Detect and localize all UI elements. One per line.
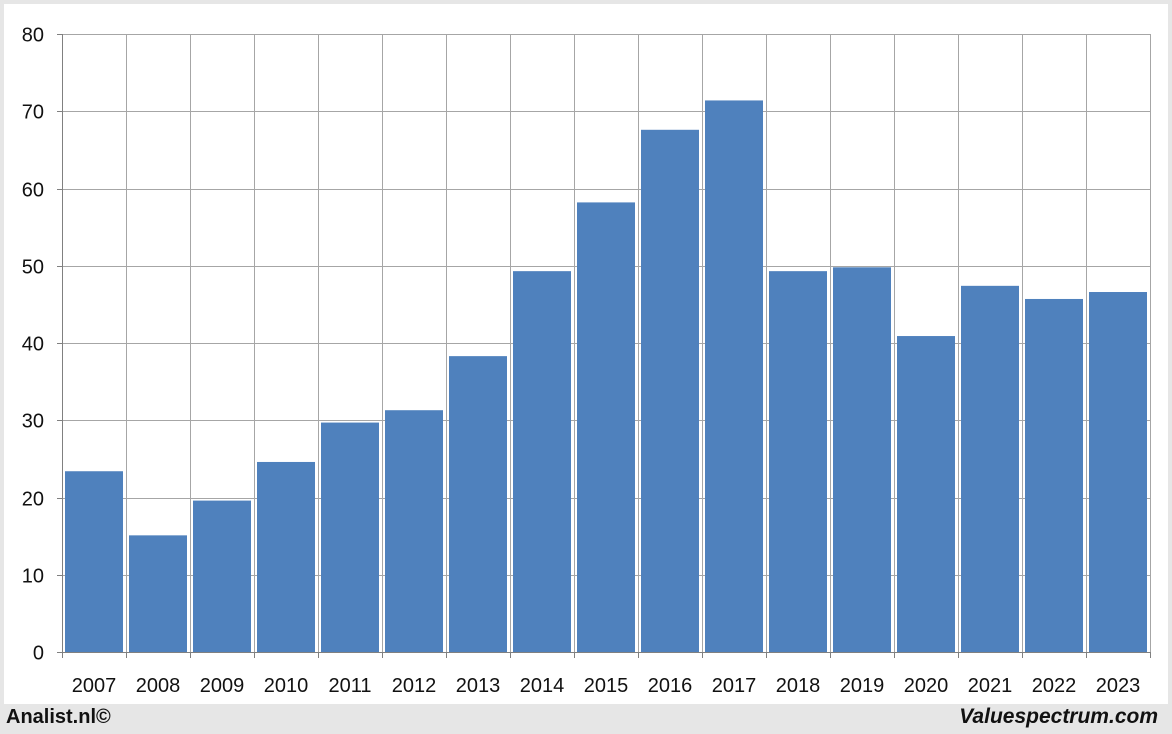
bar-2013 [449, 356, 507, 652]
x-tick-label: 2008 [136, 675, 181, 697]
bar-2023 [1089, 292, 1147, 652]
bar-2014 [513, 271, 571, 652]
x-tick-label: 2019 [840, 675, 885, 697]
bar-2021 [961, 285, 1019, 652]
x-tick-label: 2011 [328, 675, 371, 697]
bar-2010 [257, 461, 315, 652]
bar-2008 [129, 535, 187, 652]
x-tick-label: 2013 [456, 675, 501, 697]
bar-2011 [321, 422, 379, 652]
x-tick-label: 2018 [776, 675, 821, 697]
y-tick-label: 30 [22, 411, 44, 433]
y-tick-label: 40 [22, 334, 44, 356]
y-tick-label: 10 [22, 566, 44, 588]
bar-2007 [65, 471, 123, 652]
x-tick-label: 2020 [904, 675, 949, 697]
x-tick-label: 2010 [264, 675, 309, 697]
x-tick-label: 2015 [584, 675, 629, 697]
bar-2015 [577, 202, 635, 652]
x-tick-label: 2012 [392, 675, 437, 697]
y-tick-label: 50 [22, 257, 44, 279]
x-tick-label: 2009 [200, 675, 245, 697]
y-tick-labels: 0 10 20 30 40 50 60 70 80 [22, 25, 44, 665]
bar-2009 [193, 500, 251, 652]
x-tick-label: 2023 [1096, 675, 1141, 697]
bar-2020 [897, 336, 955, 652]
bar-2012 [385, 410, 443, 652]
y-tick-label: 20 [22, 489, 44, 511]
x-tick-label: 2007 [72, 675, 117, 697]
y-tick-label: 60 [22, 180, 44, 202]
bar-2018 [769, 271, 827, 652]
x-tick-label: 2017 [712, 675, 757, 697]
x-tick-label: 2014 [520, 675, 565, 697]
x-tick-labels: 2007 2008 2009 2010 2011 2012 2013 2014 2015 2016… [72, 675, 1141, 697]
y-tick-label: 70 [22, 102, 44, 124]
x-tick-label: 2016 [648, 675, 693, 697]
site-credit: Valuespectrum.com [959, 705, 1158, 728]
bars [65, 100, 1147, 653]
bar-2019 [833, 267, 891, 652]
bar-2016 [641, 129, 699, 653]
axes [57, 34, 1151, 658]
bar-2017 [705, 100, 763, 652]
x-tick-label: 2021 [968, 675, 1013, 697]
y-tick-label: 0 [33, 643, 44, 665]
x-tick-label: 2022 [1032, 675, 1077, 697]
bar-2022 [1025, 298, 1083, 652]
source-credit: Analist.nl© [6, 706, 111, 728]
y-tick-label: 80 [22, 25, 44, 47]
